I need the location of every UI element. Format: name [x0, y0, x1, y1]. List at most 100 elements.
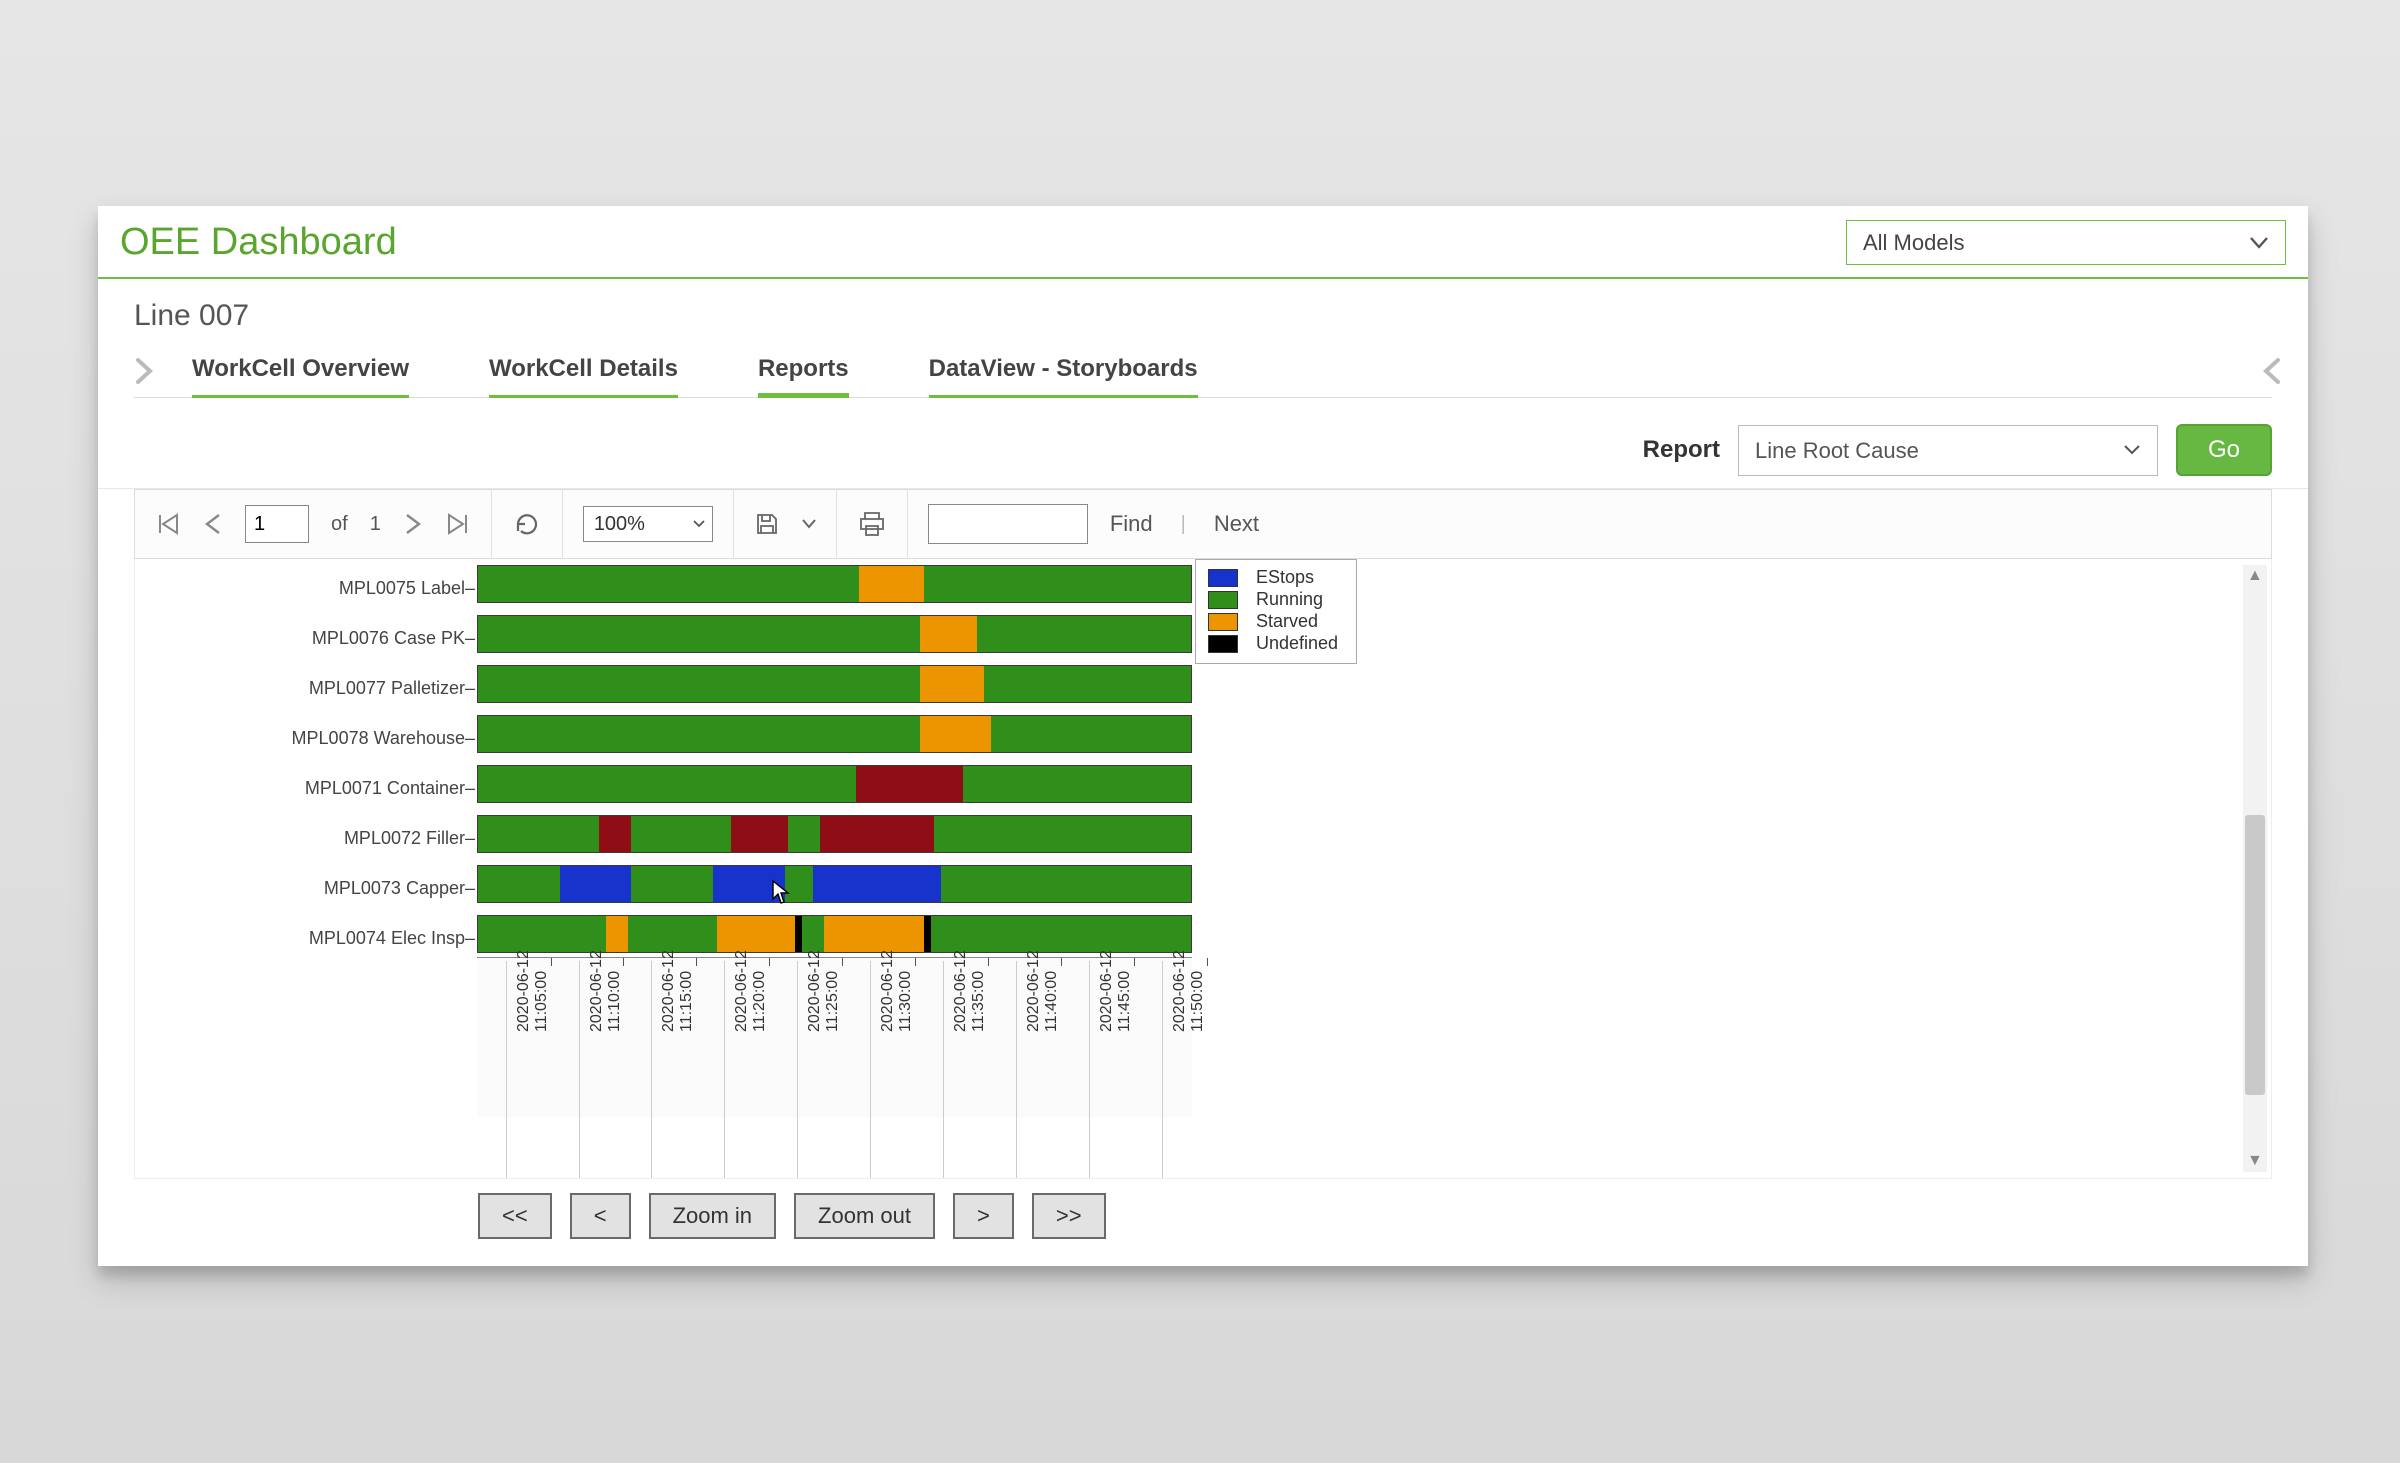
legend: EStopsRunningStarvedUndefined — [1195, 559, 1357, 664]
vertical-scrollbar[interactable]: ▲ ▼ — [2243, 565, 2267, 1172]
gantt-segment[interactable] — [920, 716, 991, 752]
gantt-segment[interactable] — [802, 916, 823, 952]
legend-label: Undefined — [1256, 633, 1338, 654]
gantt-segment[interactable] — [924, 566, 1191, 602]
gantt-segment[interactable] — [856, 766, 963, 802]
gantt-segment[interactable] — [924, 916, 931, 952]
gantt-segment[interactable] — [934, 816, 1191, 852]
zoom-out-button[interactable]: Zoom out — [794, 1193, 935, 1239]
report-row: Report Line Root Cause Go — [98, 406, 2308, 489]
find-next-button[interactable]: Next — [1214, 511, 1259, 537]
legend-label: Starved — [1256, 611, 1318, 632]
scroll-up-icon[interactable]: ▲ — [2247, 567, 2263, 585]
gantt-segment[interactable] — [713, 866, 784, 902]
gantt-segment[interactable] — [631, 816, 731, 852]
gantt-segment[interactable] — [478, 666, 920, 702]
gantt-segment[interactable] — [631, 866, 713, 902]
gantt-segment[interactable] — [606, 916, 627, 952]
print-icon[interactable] — [857, 510, 887, 538]
find-input[interactable] — [928, 504, 1088, 544]
gantt-segment[interactable] — [717, 916, 795, 952]
gantt-segment[interactable] — [941, 866, 1191, 902]
nav-last-button[interactable]: >> — [1032, 1193, 1106, 1239]
gantt-segment[interactable] — [991, 716, 1191, 752]
gantt-segment[interactable] — [478, 766, 856, 802]
find-button[interactable]: Find — [1110, 511, 1153, 537]
gantt-row-label: MPL0077 Palletizer– — [225, 663, 475, 713]
legend-swatch — [1208, 591, 1238, 609]
nav-first-button[interactable]: << — [478, 1193, 552, 1239]
report-select[interactable]: Line Root Cause — [1738, 425, 2158, 476]
tab-workcell-details[interactable]: WorkCell Details — [489, 345, 678, 397]
tabs-scroll-right-icon[interactable] — [2254, 356, 2282, 386]
report-toolbar: of 1 100% — [134, 489, 2272, 559]
gantt-segment[interactable] — [560, 866, 631, 902]
header: OEE Dashboard All Models — [98, 206, 2308, 279]
gantt-segment[interactable] — [977, 616, 1191, 652]
gantt-row — [477, 809, 1192, 859]
legend-swatch — [1208, 569, 1238, 587]
gantt-segment[interactable] — [478, 816, 599, 852]
scrollbar-thumb[interactable] — [2245, 815, 2265, 1095]
model-select[interactable]: All Models — [1846, 220, 2286, 265]
gantt-row-label: MPL0074 Elec Insp– — [225, 913, 475, 963]
gantt-segment[interactable] — [731, 816, 788, 852]
gantt-row-label: MPL0071 Container– — [225, 763, 475, 813]
gantt-segment[interactable] — [984, 666, 1191, 702]
subheader: Line 007 WorkCell Overview WorkCell Deta… — [98, 279, 2308, 406]
gantt-segment[interactable] — [820, 816, 934, 852]
gantt-segment[interactable] — [963, 766, 1191, 802]
gantt-segment[interactable] — [478, 566, 859, 602]
refresh-icon[interactable] — [512, 509, 542, 539]
gantt-segment[interactable] — [920, 666, 984, 702]
gantt-segment[interactable] — [795, 916, 802, 952]
gantt-row — [477, 709, 1192, 759]
zoom-in-button[interactable]: Zoom in — [649, 1193, 776, 1239]
zoom-select-wrap: 100% — [583, 506, 713, 542]
gantt-row-label: MPL0073 Capper– — [225, 863, 475, 913]
gantt-segment[interactable] — [824, 916, 924, 952]
tab-reports[interactable]: Reports — [758, 345, 849, 397]
gantt-segment[interactable] — [813, 866, 941, 902]
gantt-segment[interactable] — [478, 916, 606, 952]
gantt-row — [477, 759, 1192, 809]
of-label: of — [331, 513, 348, 536]
gantt-segment[interactable] — [599, 816, 631, 852]
gantt-segment[interactable] — [478, 616, 920, 652]
tabs-scroll-left-icon[interactable] — [134, 356, 162, 386]
legend-item: Running — [1208, 589, 1338, 610]
legend-item: Starved — [1208, 611, 1338, 632]
gantt-segment[interactable] — [859, 566, 923, 602]
gantt-segment[interactable] — [920, 616, 977, 652]
gantt-row — [477, 859, 1192, 909]
gantt-segment[interactable] — [628, 916, 717, 952]
zoom-select[interactable]: 100% — [583, 506, 713, 542]
last-page-icon[interactable] — [445, 511, 471, 537]
report-viewer: MPL0075 Label–MPL0076 Case PK–MPL0077 Pa… — [134, 559, 2272, 1179]
prev-page-icon[interactable] — [203, 511, 223, 537]
legend-item: Undefined — [1208, 633, 1338, 654]
next-page-icon[interactable] — [403, 511, 423, 537]
gantt-segment[interactable] — [931, 916, 1191, 952]
go-button[interactable]: Go — [2176, 424, 2272, 476]
gantt-segment[interactable] — [785, 866, 814, 902]
first-page-icon[interactable] — [155, 511, 181, 537]
gantt-row-label: MPL0075 Label– — [225, 563, 475, 613]
dashboard-card: OEE Dashboard All Models Line 007 WorkCe… — [98, 206, 2308, 1266]
page-input[interactable] — [245, 505, 309, 543]
gantt-segment[interactable] — [788, 816, 820, 852]
tab-workcell-overview[interactable]: WorkCell Overview — [192, 345, 409, 397]
gantt-segment[interactable] — [478, 866, 560, 902]
legend-label: Running — [1256, 589, 1323, 610]
nav-next-button[interactable]: > — [953, 1193, 1014, 1239]
save-menu-chevron-icon[interactable] — [802, 519, 816, 529]
tab-dataview-storyboards[interactable]: DataView - Storyboards — [929, 345, 1198, 397]
gantt-segment[interactable] — [478, 716, 920, 752]
legend-label: EStops — [1256, 567, 1314, 588]
scroll-down-icon[interactable]: ▼ — [2247, 1152, 2263, 1170]
save-icon[interactable] — [754, 511, 780, 537]
nav-prev-button[interactable]: < — [570, 1193, 631, 1239]
page-title: OEE Dashboard — [120, 221, 397, 264]
gantt-row — [477, 659, 1192, 709]
report-select-wrap: Line Root Cause — [1738, 425, 2158, 476]
